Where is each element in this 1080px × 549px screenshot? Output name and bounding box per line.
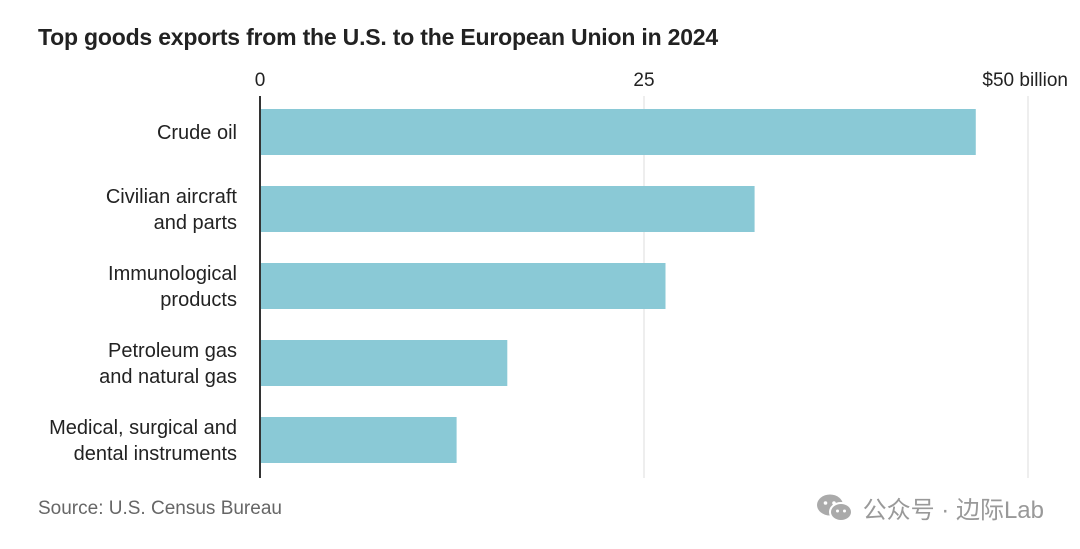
source-note: Source: U.S. Census Bureau (38, 498, 282, 519)
category-label-line: Petroleum gas (108, 340, 237, 362)
x-tick-label: $50 billion (982, 70, 1068, 91)
category-label-line: Immunological (108, 263, 237, 285)
bar-3 (260, 340, 508, 386)
category-label: Immunological products (108, 263, 237, 311)
category-label: Medical, surgical and dental instruments (49, 417, 237, 465)
watermark-text: 公众号 · 边际Lab (862, 497, 1044, 524)
category-label-line: Civilian aircraft (106, 186, 238, 208)
watermark: 公众号 · 边际Lab (815, 490, 1044, 525)
category-label-line: Medical, surgical and (49, 417, 237, 439)
bar-4 (260, 417, 457, 463)
category-label: Crude oil (157, 122, 237, 144)
category-label: Petroleum gas and natural gas (99, 340, 237, 388)
category-label-line: products (160, 289, 237, 311)
x-tick-label: 25 (633, 70, 654, 91)
bar-2 (260, 263, 666, 309)
wechat-icon (816, 494, 853, 522)
bar-1 (260, 186, 755, 232)
category-label: Civilian aircraft and parts (106, 186, 238, 234)
category-label-line: Crude oil (157, 122, 237, 144)
bar-0 (260, 109, 976, 155)
chart-title: Top goods exports from the U.S. to the E… (38, 24, 718, 50)
category-label-line: and natural gas (99, 366, 237, 388)
category-label-line: and parts (154, 212, 237, 234)
category-label-line: dental instruments (74, 443, 237, 465)
x-tick-label: 0 (255, 70, 266, 91)
